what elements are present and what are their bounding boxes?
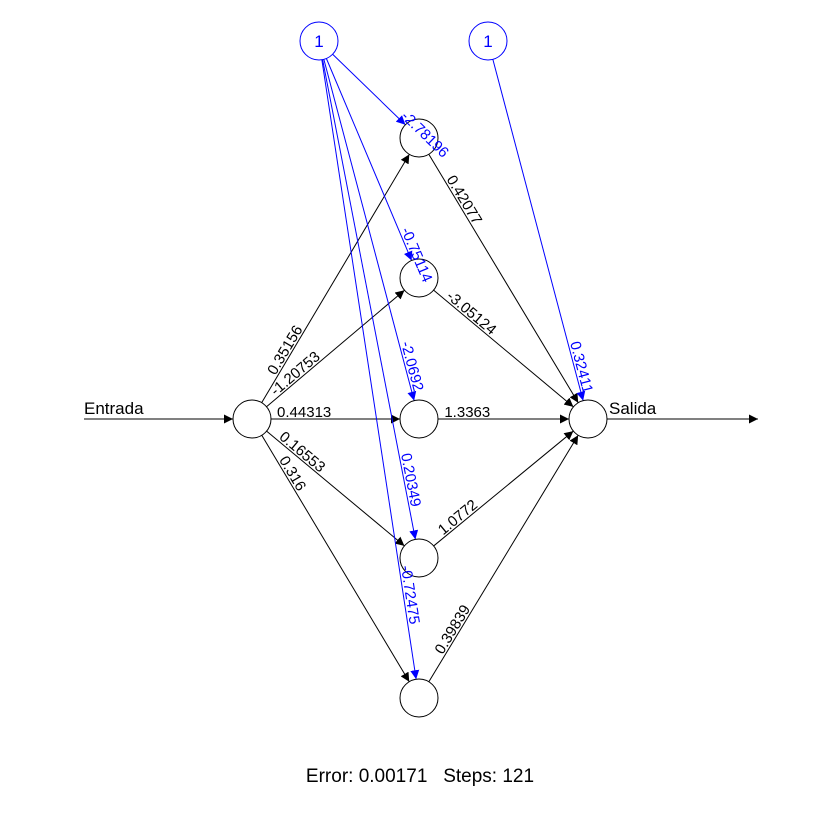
bias-label-output: 0.32411 (566, 340, 596, 396)
weight-label-hidden-5-output: 0.39839 (432, 602, 475, 657)
edge-input-hidden-4 (266, 430, 405, 547)
edges-layer (84, 53, 758, 683)
input-node (232, 399, 272, 439)
bias-edge-hidden-2 (325, 58, 413, 261)
weight-label-hidden-1-output: 0.42077 (443, 172, 486, 227)
error-steps-footer: Error: 0.00171 Steps: 121 (306, 766, 534, 787)
bias-edge-hidden-1 (332, 53, 406, 126)
bias-node-label: 1 (483, 32, 492, 51)
hidden-node-4 (399, 538, 439, 578)
input-label: Entrada (84, 399, 144, 418)
edge-hidden-1-output (428, 154, 579, 403)
weight-label-hidden-4-output: 1.0772 (435, 496, 481, 538)
weight-label-hidden-3-output: 1.3363 (444, 404, 490, 421)
output-label: Salida (609, 399, 657, 418)
hidden-node-5 (399, 678, 439, 718)
hidden-node-2 (399, 258, 439, 298)
edge-hidden-4-output (433, 430, 574, 547)
bias-edge-hidden-5 (321, 59, 420, 680)
bias-node-label: 1 (314, 32, 323, 51)
edge-hidden-2-output (433, 289, 574, 408)
bias-edge-hidden-3 (323, 59, 417, 401)
hidden-node-1 (399, 118, 439, 158)
edge-hidden-5-output (428, 434, 579, 683)
bias-edge-hidden-4 (322, 59, 419, 540)
weight-label-hidden-2-output: -3.05124 (443, 288, 499, 339)
bias-node-hidden (299, 21, 339, 61)
edge-input-hidden-5 (261, 435, 410, 682)
output-node (568, 399, 608, 439)
hidden-node-3 (399, 399, 439, 439)
bias-node-output (468, 21, 508, 61)
nodes-layer (232, 21, 608, 718)
bias-edge-output (492, 59, 586, 401)
weight-label-input-hidden-3: 0.44313 (277, 404, 331, 421)
edge-input-hidden-2 (266, 289, 405, 408)
bias-label-hidden-4: 0.20349 (397, 452, 424, 508)
bias-label-hidden-3: -2.0692 (397, 340, 426, 394)
